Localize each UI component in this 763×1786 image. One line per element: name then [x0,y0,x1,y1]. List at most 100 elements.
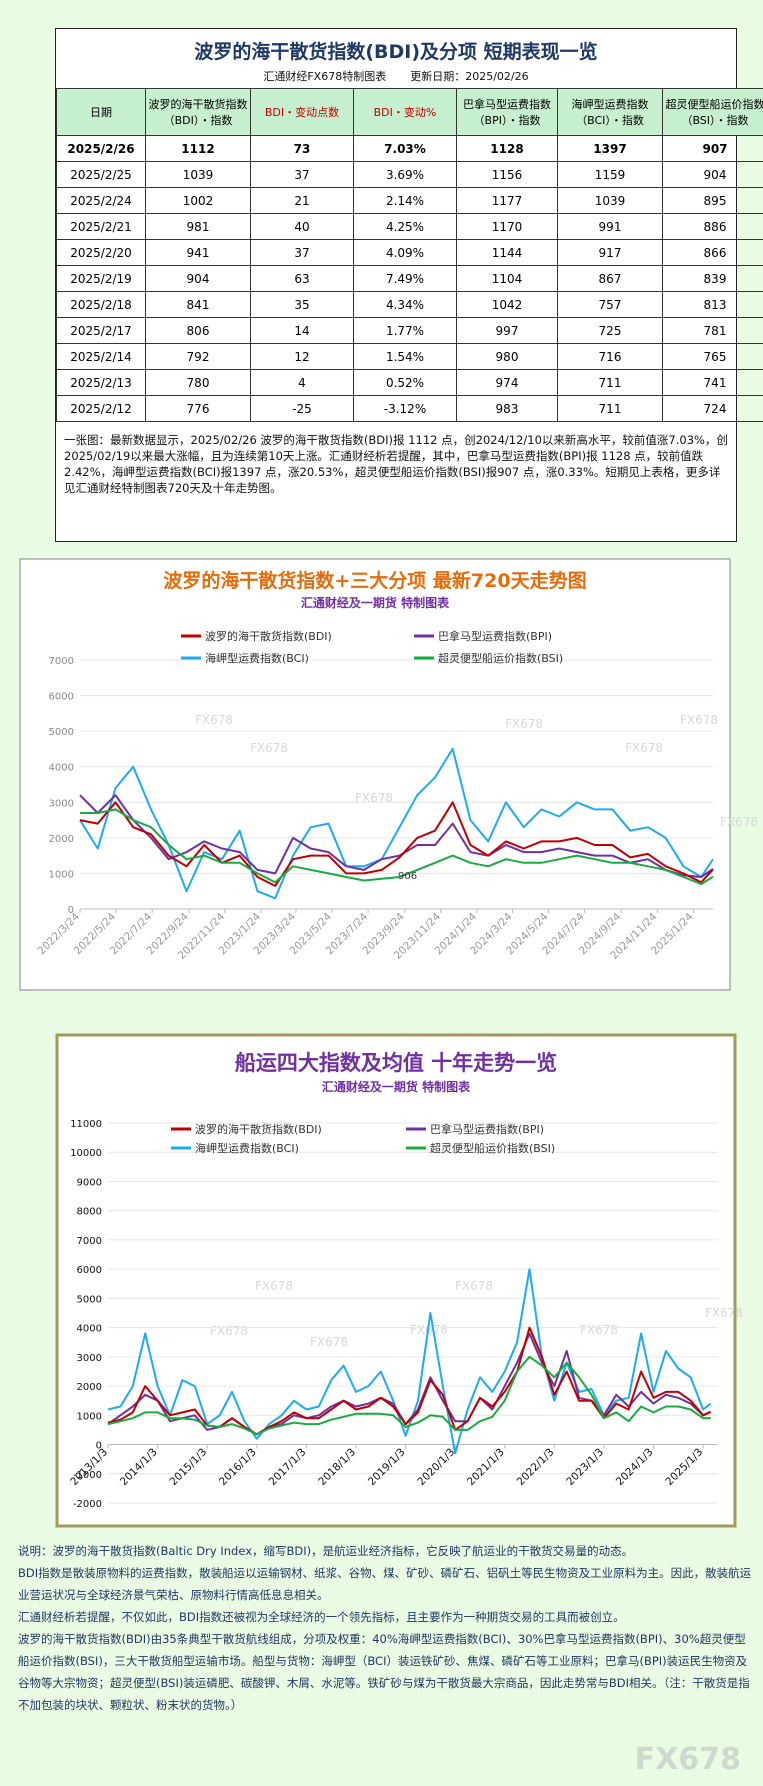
table-cell: 974 [456,369,558,396]
chart-subtitle: 汇通财经及一期货 特制图表 [322,1079,471,1094]
table-cell: 765 [662,343,763,370]
legend-label: 超灵便型船运价指数(BSI) [430,1141,555,1155]
table-cell: 2025/2/12 [56,395,146,422]
y-tick-label: 11000 [70,1119,102,1130]
series-line [107,1332,712,1436]
legend-label: 波罗的海干散货指数(BDI) [205,629,332,643]
series-line [80,808,714,886]
y-tick-label: 4000 [77,1324,102,1335]
table-body: 2025/2/26 1112 73 7.03% 1128 1397 907 2025/2/25… [56,135,763,422]
column-header: 海岬型运费指数（BCI）・指数 [557,88,663,136]
note-paragraph: BDI指数是散装原物料的运费指数，散装船运以运输钢材、纸浆、谷物、煤、矿砂、磷矿… [18,1566,752,1602]
watermark: FX678 [705,1306,743,1320]
note-paragraph: 汇通财经析若提醒，不仅如此，BDI指数还被视为全球经济的一个领先指标，且主要作为… [18,1610,625,1624]
y-tick-label: 5000 [49,727,74,738]
table-cell: 895 [662,187,763,214]
table-row: 2025/2/19 904 63 7.49% 1104 867 839 [56,265,763,292]
column-header: BDI・变动% [353,88,457,136]
table-cell: 2025/2/13 [56,369,146,396]
table-cell: 35 [250,291,354,318]
table-row: 2025/2/21 981 40 4.25% 1170 991 886 [56,213,763,240]
table-cell: 904 [145,265,251,292]
table-cell: 917 [557,239,663,266]
watermark: FX678 [634,1742,741,1777]
table-cell: 40 [250,213,354,240]
y-tick-label: 2000 [77,1382,102,1393]
table-cell: 1112 [145,135,251,162]
table-cell: 2025/2/24 [56,187,146,214]
table-cell: 7.49% [353,265,457,292]
chart-title: 船运四大指数及均值 十年走势一览 [235,1051,557,1075]
table-row: 2025/2/26 1112 73 7.03% 1128 1397 907 [56,135,763,162]
table-cell: 2025/2/18 [56,291,146,318]
table-row: 2025/2/20 941 37 4.09% 1144 917 866 [56,239,763,266]
note-paragraph: 波罗的海干散货指数(BDI)由35条典型干散货航线组成，分项及权重：40%海岬型… [18,1632,750,1712]
y-tick-label: 1000 [49,869,74,880]
updated: 更新日期：2025/02/26 [410,70,529,83]
table-cell: 866 [662,239,763,266]
header-row: 日期 波罗的海干散货指数（BDI）・指数 BDI・变动点数 BDI・变动% 巴拿马型运费… [56,88,763,136]
watermark: FX678 [310,1335,348,1349]
table-cell: 2025/2/26 [56,135,146,162]
series-line [79,794,714,878]
chart-title: 波罗的海干散货指数+三大分项 最新720天走势图 [163,569,586,592]
watermark: FX678 [210,1324,248,1338]
table-row: 2025/2/24 1002 21 2.14% 1177 1039 895 [56,187,763,214]
table-cell: 2.14% [353,187,457,214]
table-cell: 1039 [145,161,251,188]
table-cell: 3.69% [353,161,457,188]
y-tick-label: 6000 [49,692,74,703]
y-tick-label: -1000 [73,1470,102,1481]
table-cell: 781 [662,317,763,344]
watermark: FX678 [255,1279,293,1293]
y-tick-label: 0 [68,905,74,916]
table-cell: 12 [250,343,354,370]
source: 汇通财经FX678特制图表 [263,70,387,83]
watermark: FX678 [410,1323,448,1337]
y-tick-label: 4000 [49,763,74,774]
table-cell: 806 [145,317,251,344]
y-tick-label: 7000 [77,1236,102,1247]
table-cell: 0.52% [353,369,457,396]
annotation: 906 [398,871,417,882]
table-title: 波罗的海干散货指数(BDI)及分项 短期表现一览 [194,41,598,63]
watermark: FX678 [625,741,663,755]
legend-label: 超灵便型船运价指数(BSI) [438,651,563,665]
y-tick-label: 8000 [77,1207,102,1218]
column-header: 波罗的海干散货指数（BDI）・指数 [145,88,251,136]
table-row: 2025/2/13 780 4 0.52% 974 711 741 [56,369,763,396]
summary-text: 一张图：最新数据显示，2025/02/26 波罗的海干散货指数(BDI)报 11… [64,433,728,495]
watermark: FX678 [580,1323,618,1337]
summary-table-panel: 波罗的海干散货指数(BDI)及分项 短期表现一览 汇通财经FX678特制图表 更新… [55,28,763,542]
column-header: 日期 [56,88,146,136]
table-cell: 983 [456,395,558,422]
table-cell: 21 [250,187,354,214]
table-cell: -25 [250,395,354,422]
data-table: 日期 波罗的海干散货指数（BDI）・指数 BDI・变动点数 BDI・变动% 巴拿马型运费… [56,88,763,422]
table-subtitle: 汇通财经FX678特制图表 更新日期：2025/02/26 [56,68,736,84]
legend-label: 巴拿马型运费指数(BPI) [430,1122,544,1136]
table-cell: 73 [250,135,354,162]
y-tick-label: 1000 [77,1411,102,1422]
table-row: 2025/2/25 1039 37 3.69% 1156 1159 904 [56,161,763,188]
watermark: FX678 [195,713,233,727]
y-tick-label: 5000 [77,1294,102,1305]
legend-label: 海岬型运费指数(BCI) [195,1141,299,1155]
notes: 说明：波罗的海干散货指数(Baltic Dry Index，缩写BDI)，是航运… [18,1540,753,1716]
table-cell: 792 [145,343,251,370]
table-cell: 886 [662,213,763,240]
table-cell: 711 [557,395,663,422]
table-cell: 904 [662,161,763,188]
note-paragraph: 说明：波罗的海干散货指数(Baltic Dry Index，缩写BDI)，是航运… [18,1544,634,1558]
y-tick-label: 6000 [77,1265,102,1276]
chart-subtitle: 汇通财经及一期货 特制图表 [301,595,450,610]
table-cell: 981 [145,213,251,240]
column-header: 超灵便型船运价指数（BSI）・指数 [662,88,763,136]
table-row: 2025/2/12 776 -25 -3.12% 983 711 724 [56,395,763,422]
y-tick-label: 3000 [77,1353,102,1364]
series-line [79,747,714,900]
legend-label: 巴拿马型运费指数(BPI) [438,629,552,643]
table-cell: 4.25% [353,213,457,240]
